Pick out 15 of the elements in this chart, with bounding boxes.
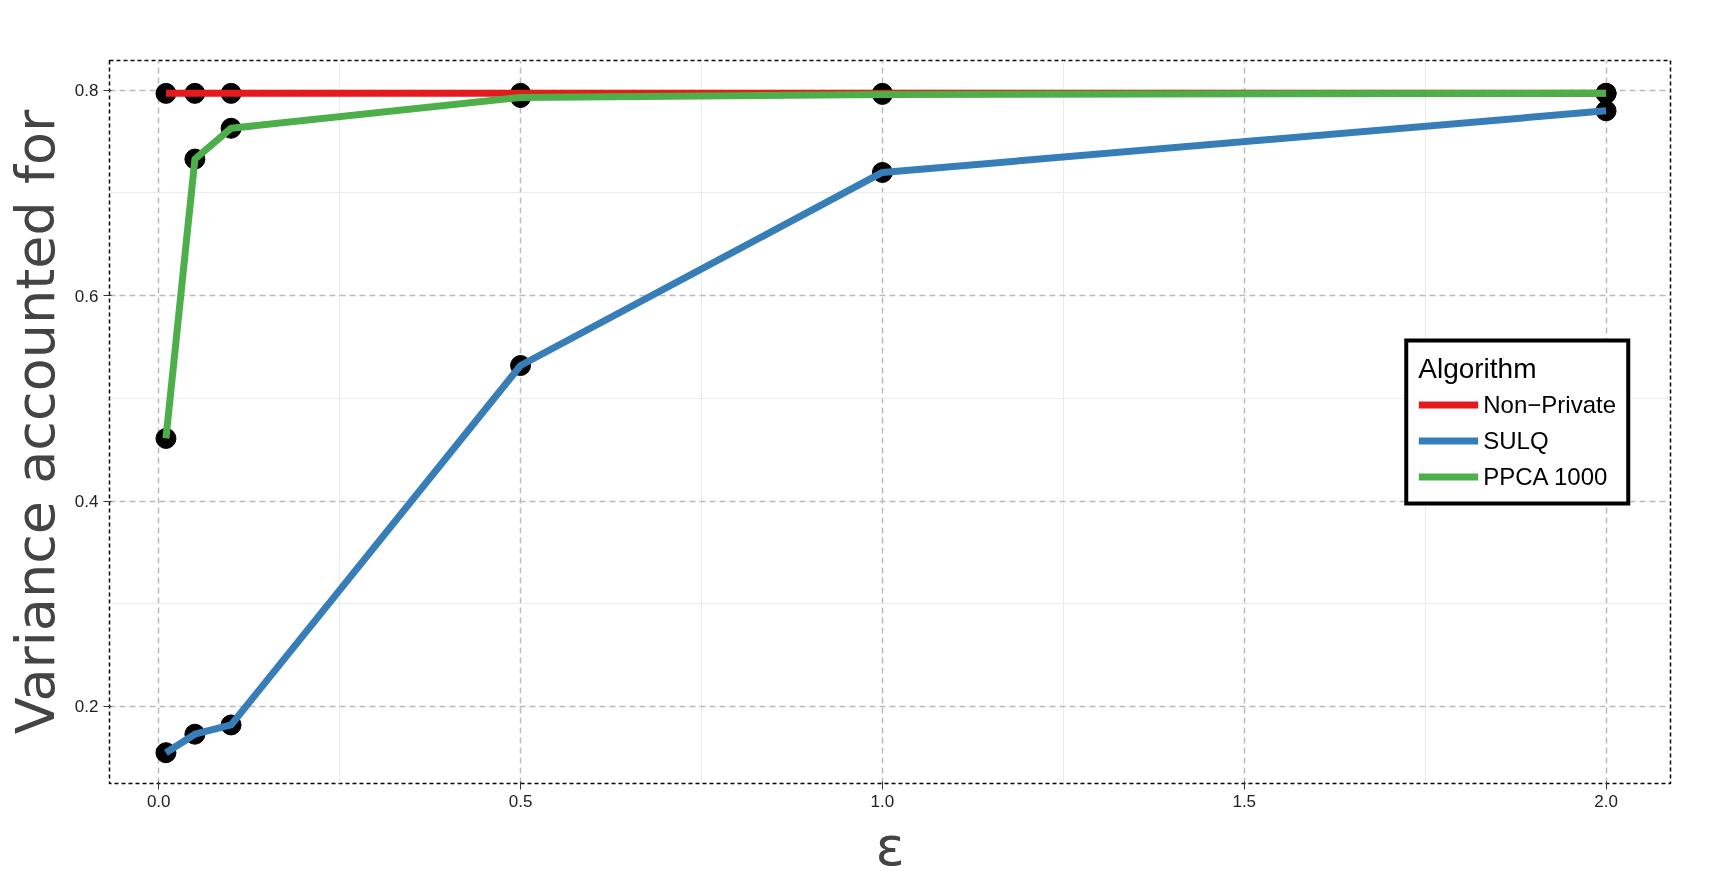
- x-tick-label: 2.0: [1594, 791, 1618, 811]
- legend-label: PPCA 1000: [1483, 462, 1608, 490]
- legend-title: Algorithm: [1418, 352, 1538, 384]
- legend-label: Non−Private: [1483, 390, 1616, 418]
- x-tick-label: 0.5: [508, 791, 533, 811]
- x-axis-title: ε: [875, 814, 905, 878]
- y-tick-label: 0.6: [74, 286, 99, 306]
- y-tick-label: 0.8: [74, 81, 99, 101]
- y-axis-title: Variance accounted for: [3, 108, 67, 735]
- legend-label: SULQ: [1483, 426, 1549, 454]
- y-tick-label: 0.4: [74, 492, 99, 512]
- x-tick-label: 0.0: [146, 791, 171, 811]
- y-tick-label: 0.2: [74, 697, 99, 717]
- x-tick-label: 1.5: [1232, 791, 1257, 811]
- x-tick-label: 1.0: [870, 791, 895, 811]
